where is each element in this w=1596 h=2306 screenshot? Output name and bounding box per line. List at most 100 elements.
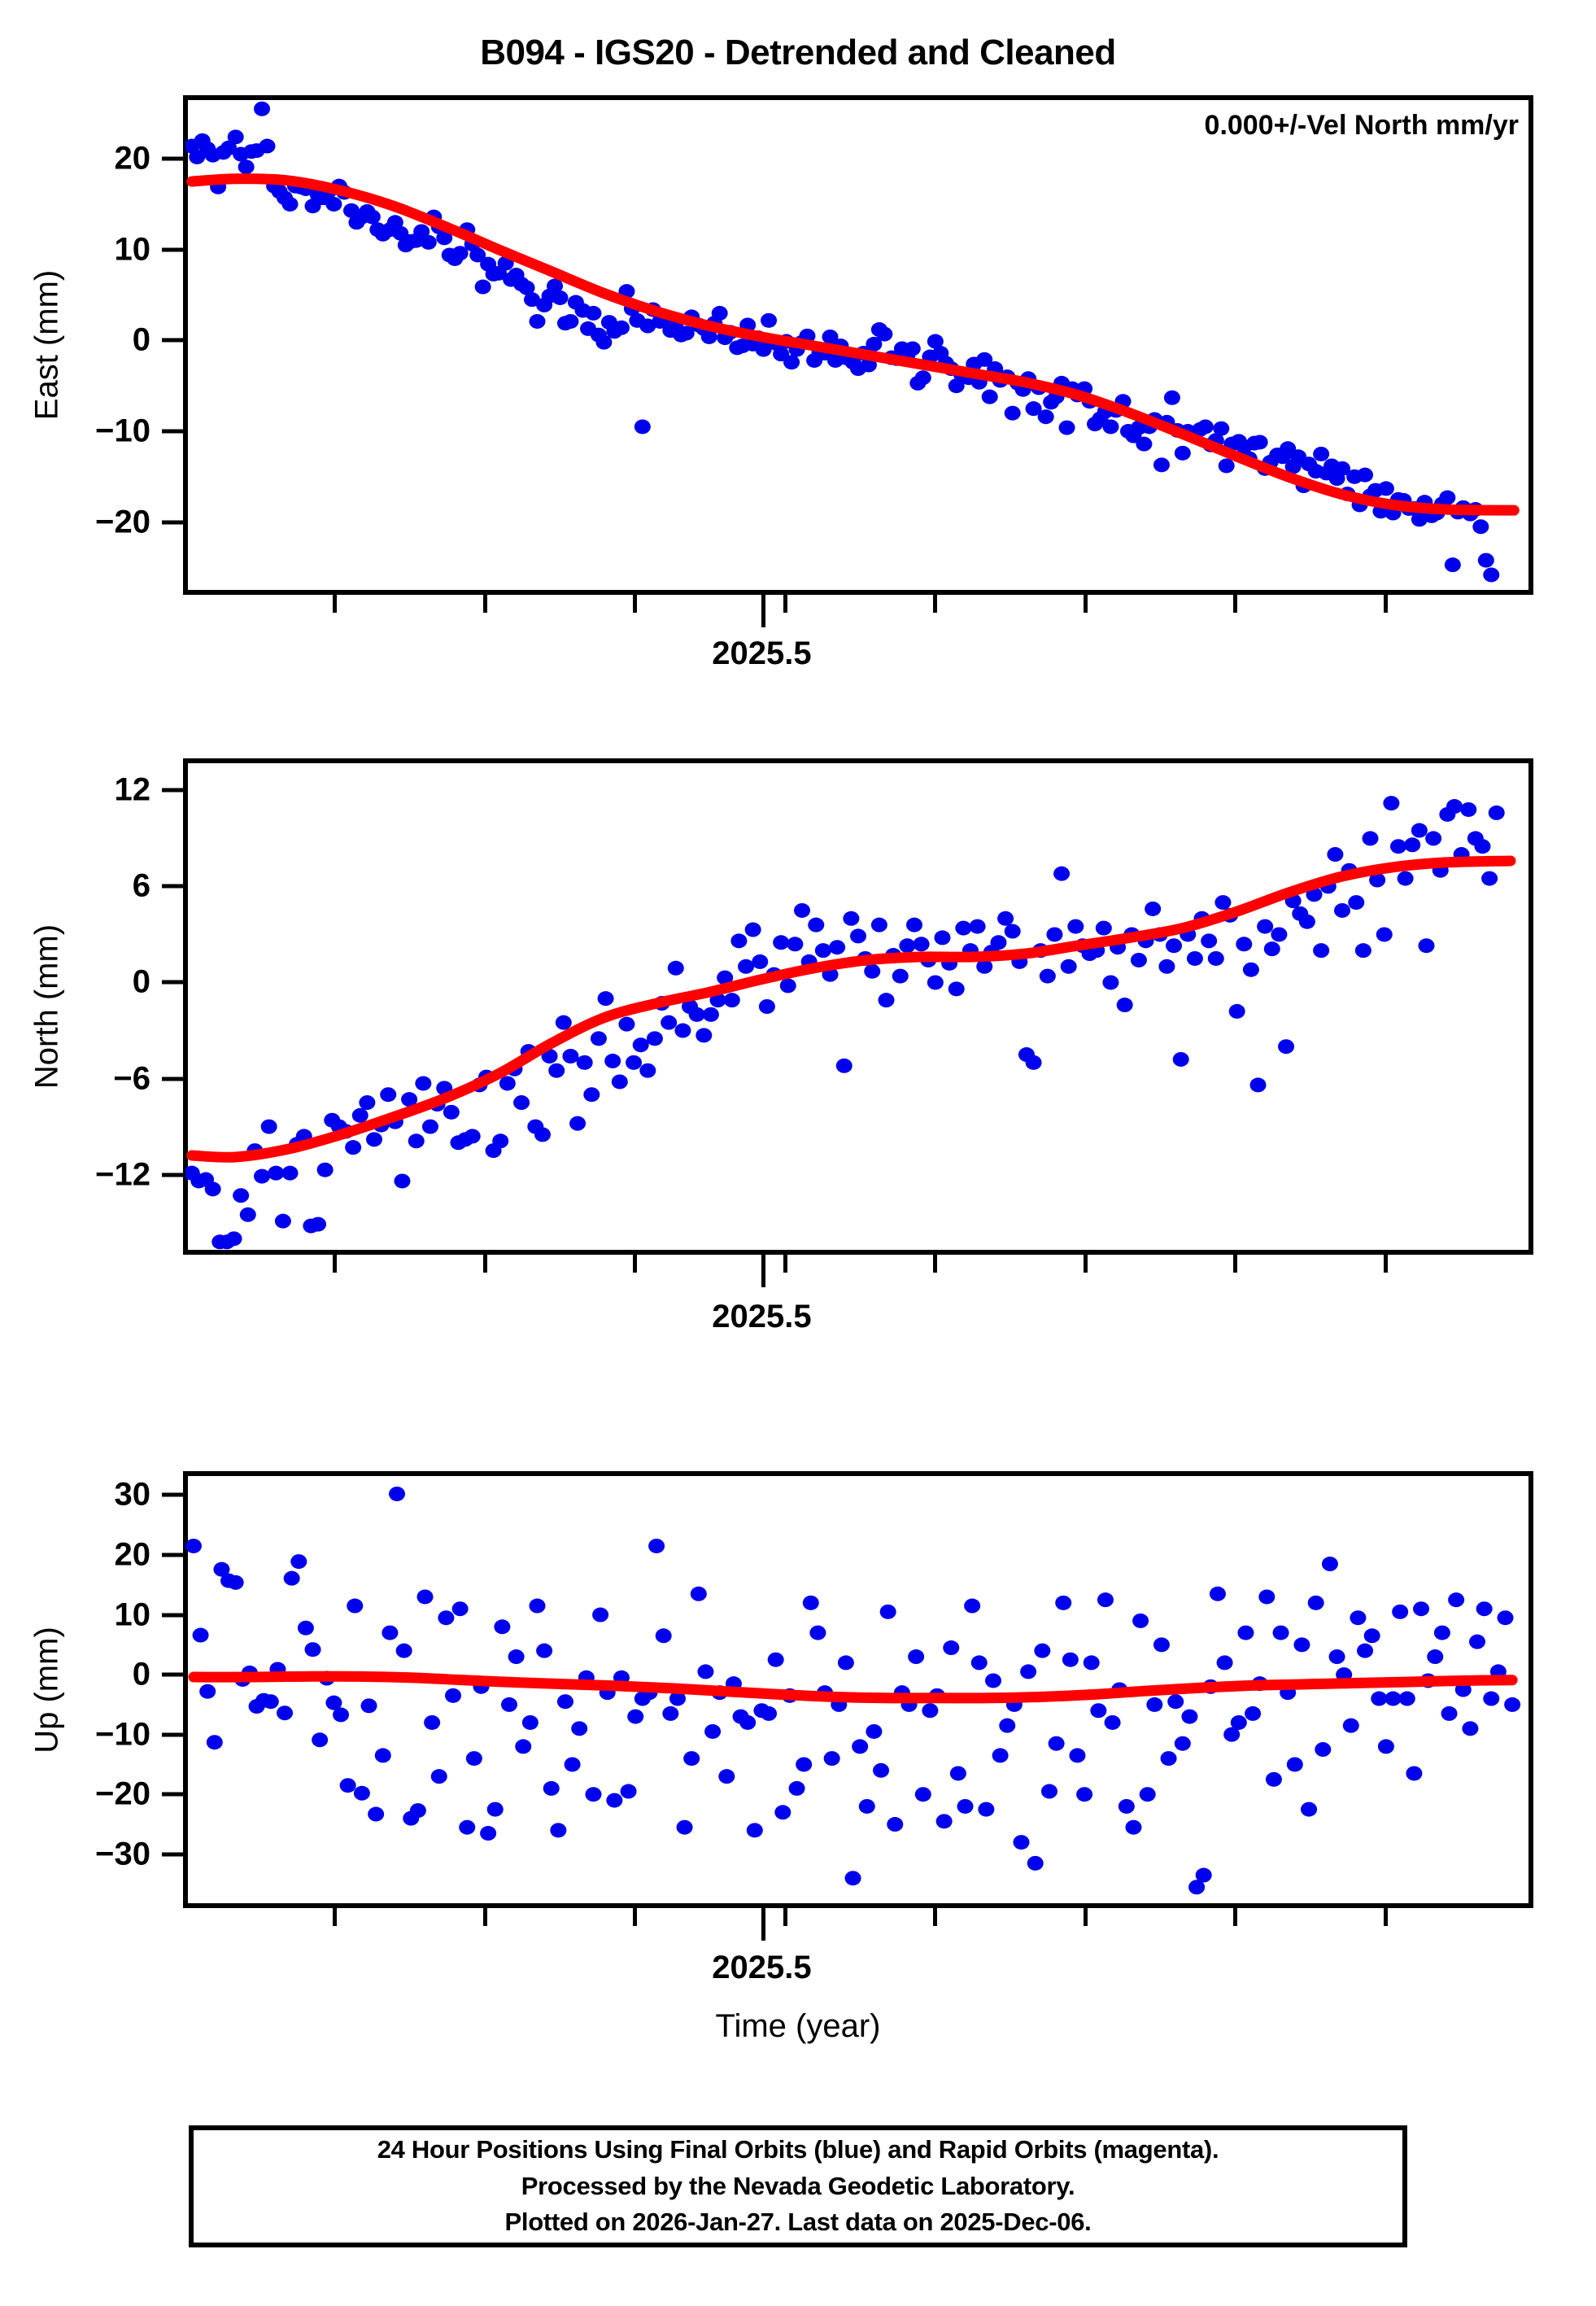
data-point [761, 1705, 778, 1721]
data-point [955, 920, 972, 936]
data-point [351, 1107, 368, 1123]
data-point [1046, 927, 1063, 942]
data-point [562, 1049, 579, 1063]
data-point [1090, 1703, 1107, 1719]
data-point [464, 1129, 481, 1144]
data-point [794, 902, 811, 918]
data-point [1321, 1557, 1338, 1572]
y-tick-mark [162, 156, 183, 161]
data-point [1139, 1787, 1156, 1802]
data-point [380, 1087, 397, 1103]
plot-frame-up [183, 1471, 1533, 1908]
data-point [1362, 831, 1379, 846]
data-point [260, 1119, 277, 1134]
data-point [1383, 796, 1400, 811]
data-point [550, 1823, 567, 1838]
data-point [199, 1684, 216, 1699]
y-tick-label: 20 [114, 140, 151, 177]
data-point [1153, 1637, 1170, 1653]
data-point [325, 196, 342, 212]
x-tick-mark-minor [933, 1255, 938, 1273]
data-point [876, 326, 893, 342]
data-point [809, 1625, 826, 1640]
data-point [1307, 1595, 1324, 1610]
data-point [1037, 409, 1054, 425]
x-tick-mark-minor [1233, 1255, 1238, 1273]
data-point [310, 1216, 326, 1232]
data-point [835, 1058, 853, 1073]
data-point [359, 1095, 376, 1111]
data-point [613, 320, 630, 335]
data-point [325, 1695, 342, 1710]
data-point [814, 943, 831, 959]
data-point [480, 1826, 497, 1841]
data-point [899, 938, 916, 954]
data-point [704, 1723, 722, 1739]
data-point [1034, 1643, 1051, 1658]
data-point [1230, 1714, 1247, 1730]
y-tick-label: 0 [132, 321, 150, 358]
data-point [1427, 1649, 1444, 1665]
x-tick-mark-minor [783, 1255, 787, 1273]
y-tick-label: 0 [132, 963, 150, 1000]
y-tick-label: 6 [132, 867, 150, 904]
data-point [1130, 952, 1147, 967]
data-point [1027, 1855, 1044, 1871]
data-point [985, 1673, 1001, 1688]
data-point [374, 1748, 391, 1763]
y-tick-label: 0 [132, 1656, 150, 1692]
data-point [696, 1028, 713, 1043]
x-tick-label: 2025.5 [712, 1950, 812, 1985]
data-point [1166, 938, 1183, 954]
data-point [1058, 420, 1075, 435]
data-point [409, 1803, 426, 1819]
data-point [718, 1769, 735, 1784]
data-point [499, 1076, 516, 1091]
caption-line-2: Processed by the Nevada Geodetic Laborat… [521, 2171, 1075, 2200]
data-point [515, 1739, 532, 1754]
y-tick-mark [162, 1672, 183, 1677]
data-point [905, 917, 922, 932]
data-point [524, 292, 541, 308]
data-point [1313, 446, 1330, 461]
data-point [1242, 962, 1259, 977]
x-tick-mark-minor [333, 595, 338, 613]
x-tick-mark-minor [1083, 1255, 1088, 1273]
data-point [333, 1707, 350, 1723]
data-point [290, 1554, 307, 1570]
data-point [1444, 557, 1461, 573]
y-tick-label: 10 [114, 1596, 151, 1633]
fit-line [186, 173, 1520, 516]
data-point [225, 1231, 242, 1247]
data-point [1136, 436, 1153, 452]
data-point [513, 1095, 530, 1111]
data-point [758, 999, 775, 1014]
data-point [927, 334, 944, 349]
data-point [1488, 805, 1505, 820]
data-point [1263, 941, 1280, 957]
y-tick-label: −6 [113, 1060, 150, 1097]
data-point [585, 1787, 602, 1802]
data-point [1167, 1694, 1184, 1710]
data-point [1201, 933, 1218, 949]
data-point [521, 1714, 539, 1730]
data-point [416, 1589, 434, 1605]
data-point [879, 1604, 896, 1619]
y-tick-mark [162, 980, 183, 985]
data-point [368, 1806, 385, 1822]
data-point [571, 1721, 588, 1736]
y-tick-mark [162, 1792, 183, 1797]
data-point [626, 1055, 643, 1070]
y-tick-label: 20 [114, 1536, 151, 1573]
data-point [997, 911, 1014, 926]
x-tick-mark-minor [482, 595, 487, 613]
data-point [1097, 1592, 1114, 1608]
data-point [829, 940, 846, 955]
plot-frame-east [183, 95, 1533, 595]
data-point [611, 1074, 628, 1090]
data-point [934, 930, 951, 946]
data-point [312, 1732, 329, 1748]
data-point [192, 1627, 209, 1643]
